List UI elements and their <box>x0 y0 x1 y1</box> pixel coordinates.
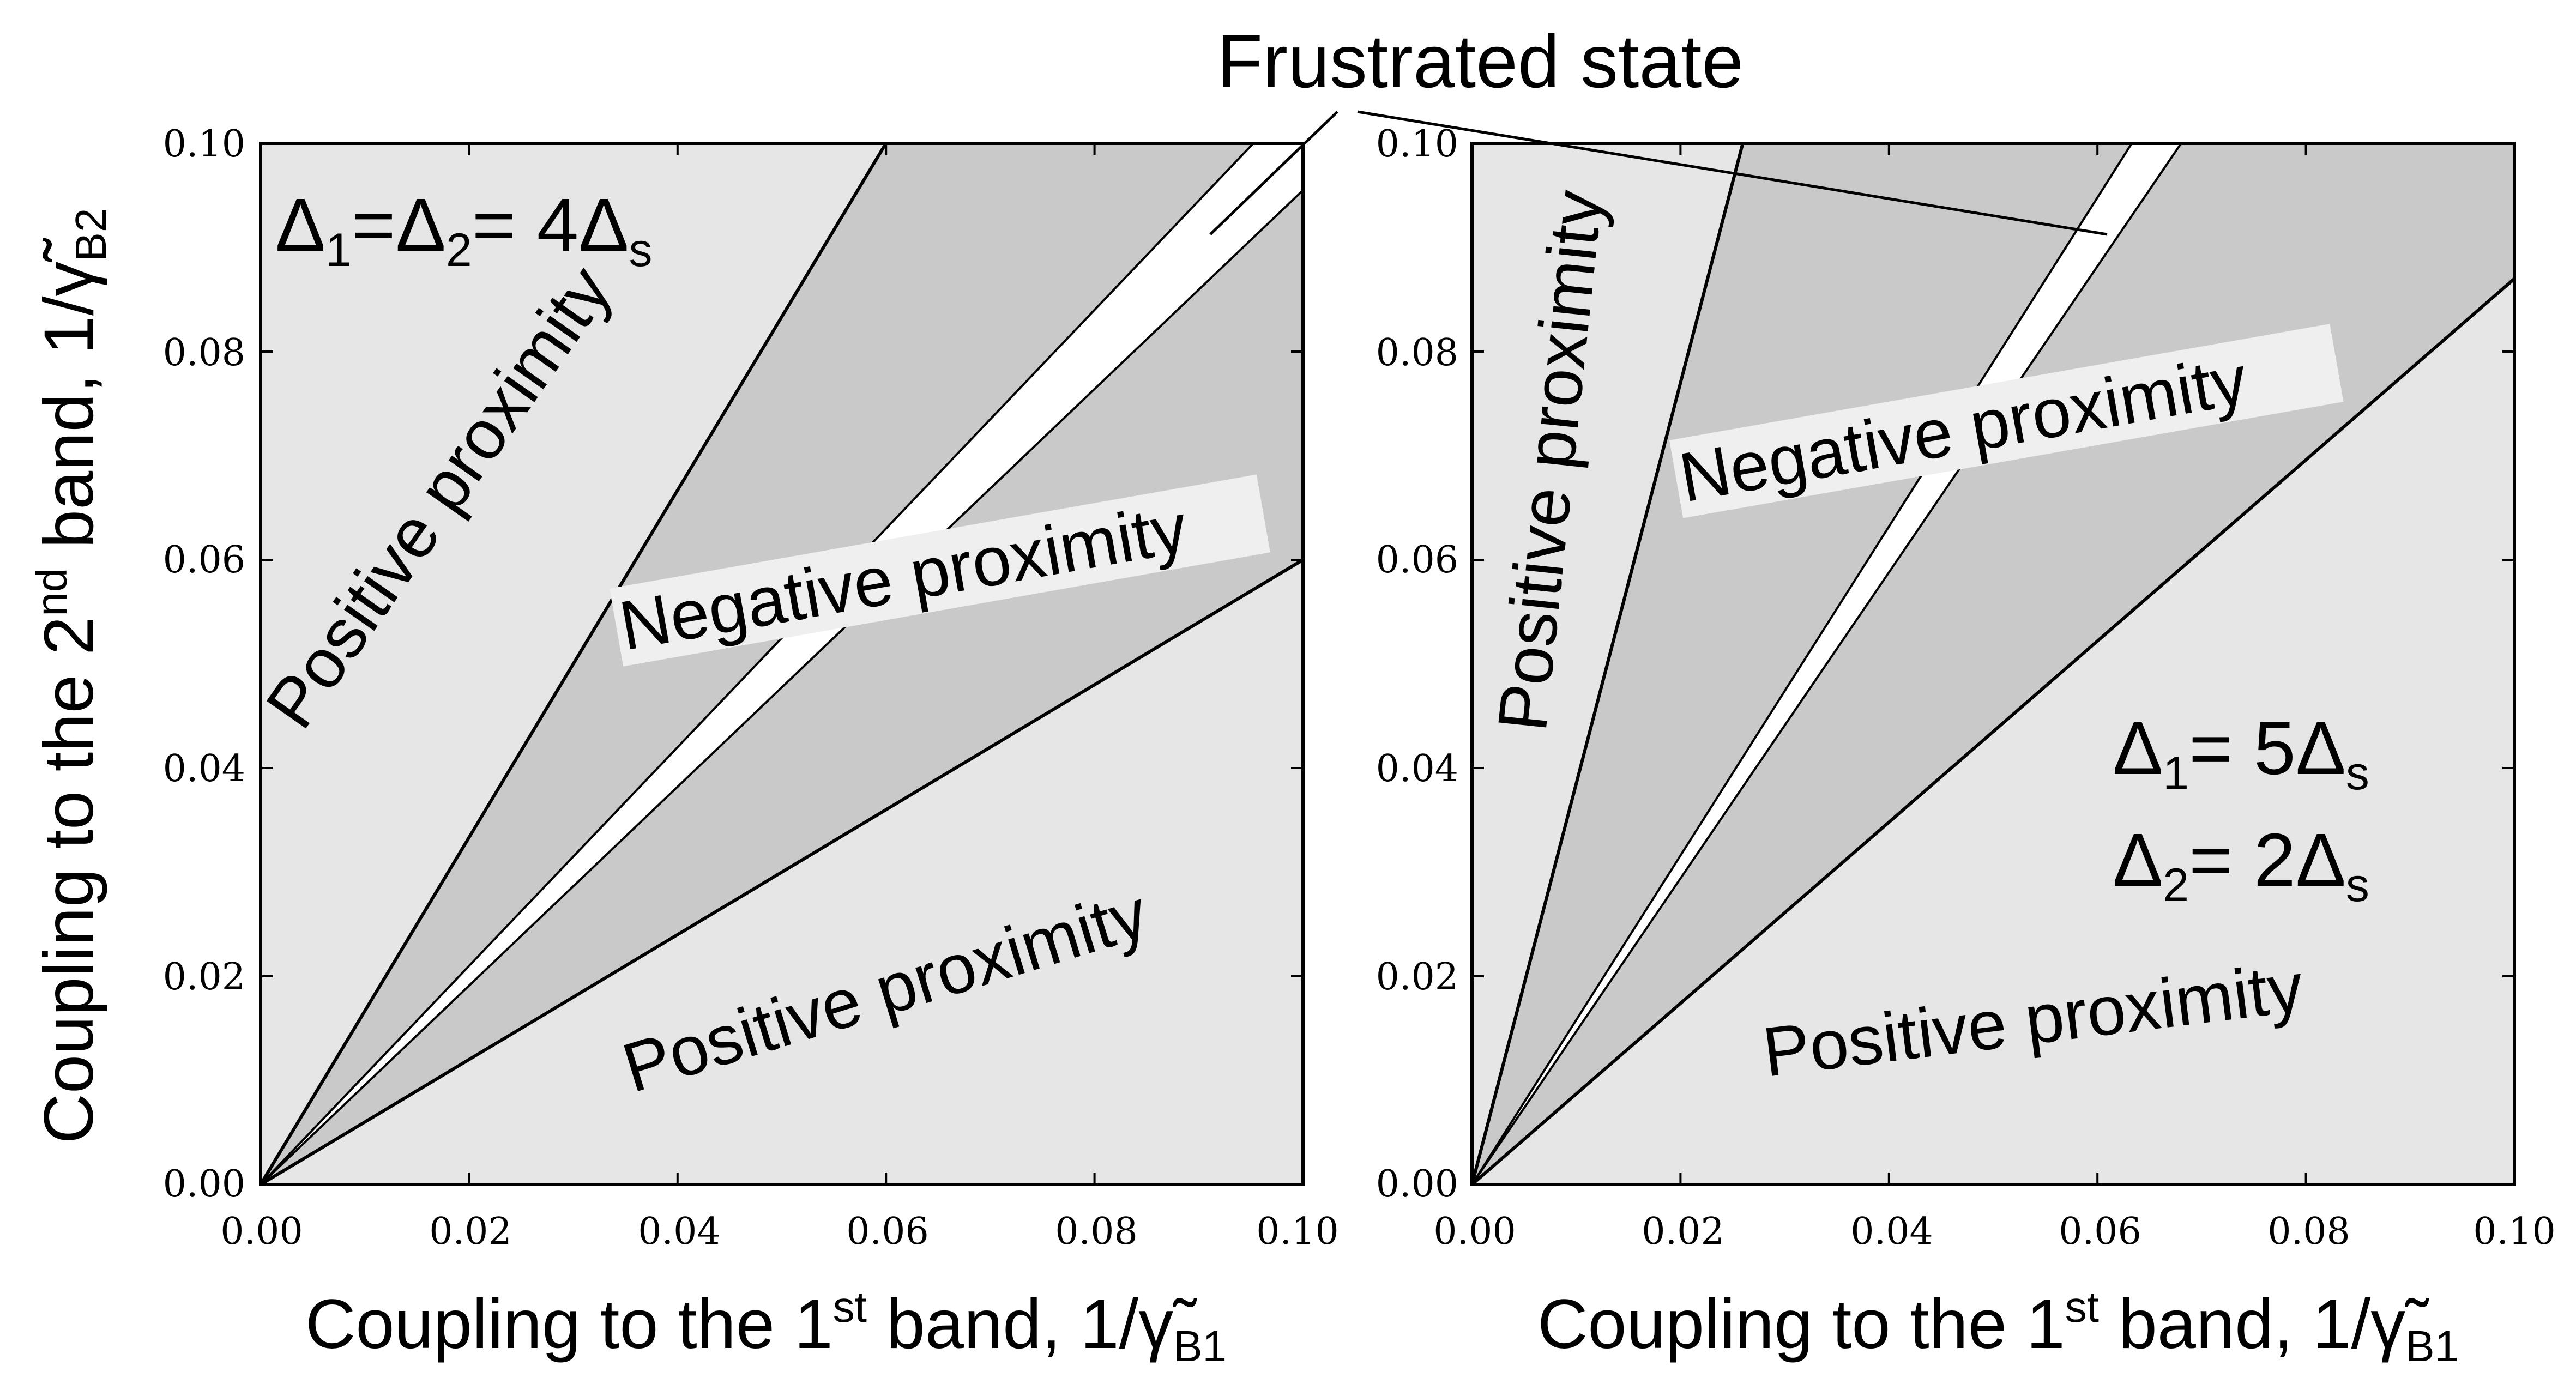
right-gap-annotation-line-1: Δ1= 5Δs <box>2113 706 2369 800</box>
plot-frame <box>1470 142 2516 1186</box>
right-panel: 0.00 0.02 0.04 0.06 0.08 0.10 0.00 0.02 … <box>1376 123 2556 1370</box>
right-y-tick-label: 0.02 <box>1376 956 1458 999</box>
boundary-line-frustrated-low <box>260 189 1304 1186</box>
right-x-tick-label: 0.00 <box>1433 1210 1516 1253</box>
left-gap-annotation: Δ1=Δ2= 4Δs <box>275 183 653 276</box>
callout-leader-right <box>1357 110 2108 236</box>
left-y-tick-label: 0.02 <box>163 956 245 999</box>
boundary-line-lower <box>1471 277 2515 1186</box>
right-y-tick-label: 0.08 <box>1376 331 1458 374</box>
right-x-tick-label: 0.06 <box>2059 1210 2141 1253</box>
plot-frame <box>259 142 1305 1186</box>
callout-leader-left <box>1209 111 1338 235</box>
right-ticks <box>1471 142 2515 1186</box>
frustrated-state-callout: Frustrated state <box>1209 20 2108 236</box>
left-x-tick-label: 0.06 <box>846 1210 928 1253</box>
right-x-tick-label: 0.08 <box>2267 1210 2350 1253</box>
left-negative-label-background <box>610 474 1270 667</box>
left-panel: 0.00 0.02 0.04 0.06 0.08 0.10 0.00 0.02 … <box>27 123 1339 1370</box>
left-x-tick-label: 0.04 <box>638 1210 720 1253</box>
left-y-tick-label: 0.04 <box>163 747 245 790</box>
right-y-tick-label: 0.06 <box>1376 539 1458 582</box>
right-x-axis-label: Coupling to the 1st band, 1/γ̃B1 <box>1537 1283 2459 1370</box>
right-x-tick-label: 0.10 <box>2473 1210 2555 1253</box>
right-y-tick-label: 0.10 <box>1376 123 1458 166</box>
left-y-tick-label: 0.08 <box>163 331 245 374</box>
left-plot-regions <box>259 142 1305 1186</box>
left-ticks <box>260 142 1304 1186</box>
left-x-tick-label: 0.08 <box>1055 1210 1137 1253</box>
left-y-axis-label: Coupling to the 2nd band, 1/γ̃B2 <box>27 208 115 1144</box>
left-y-tick-label: 0.06 <box>163 539 245 582</box>
right-negative-label-background <box>1669 324 2344 518</box>
boundary-line-frustrated-low <box>1471 142 2182 1186</box>
boundary-line-lower <box>260 558 1304 1186</box>
right-x-tick-label: 0.02 <box>1642 1210 1724 1253</box>
right-y-tick-label: 0.04 <box>1376 747 1458 790</box>
boundary-line-frustrated-high <box>260 142 1254 1186</box>
left-x-tick-label: 0.10 <box>1256 1210 1338 1253</box>
boundary-line-upper <box>259 142 888 1186</box>
boundary-line-upper <box>1470 143 1745 1185</box>
boundary-line-frustrated-high <box>1471 142 2133 1186</box>
right-gap-annotation-line-2: Δ2= 2Δs <box>2113 818 2369 911</box>
left-x-axis-label: Coupling to the 1st band, 1/γ̃B1 <box>305 1283 1227 1370</box>
left-x-tick-label: 0.02 <box>429 1210 511 1253</box>
frustrated-state-region <box>261 143 1303 1184</box>
right-y-tick-label: 0.00 <box>1376 1163 1458 1206</box>
left-x-tick-label: 0.00 <box>220 1210 303 1253</box>
right-x-tick-label: 0.04 <box>1850 1210 1933 1253</box>
left-y-tick-label: 0.00 <box>163 1163 245 1206</box>
left-y-tick-label: 0.10 <box>163 123 245 166</box>
frustrated-state-label: Frustrated state <box>1217 20 1744 104</box>
